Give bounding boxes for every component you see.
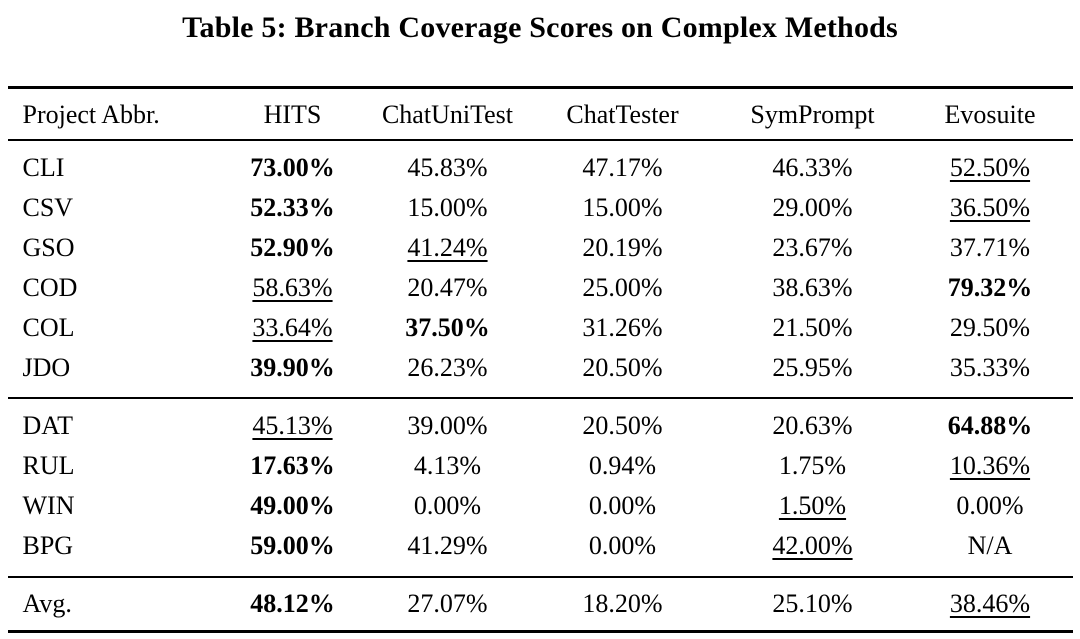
table-footer-avg: Avg. 48.12% 27.07% 18.20% 25.10% 38.46%: [7, 576, 1073, 632]
column-header-evosuite: Evosuite: [907, 87, 1073, 141]
score-cell: 1.50%: [778, 491, 847, 520]
score-cell: 20.19%: [582, 233, 663, 262]
table-row-dat: DAT 45.13% 39.00% 20.50% 20.63% 64.88%: [8, 398, 1073, 446]
score-cell: 25.10%: [717, 576, 908, 632]
score-cell: 45.13%: [252, 411, 333, 440]
score-cell: 38.46%: [907, 576, 1073, 632]
score-cell: 64.88%: [947, 411, 1033, 440]
score-cell: 4.13%: [413, 451, 482, 480]
project-cell: GSO: [22, 233, 75, 262]
column-header-chattester: ChatTester: [527, 87, 718, 141]
score-cell: 79.32%: [947, 273, 1033, 302]
score-cell: 18.20%: [527, 576, 718, 632]
score-cell: N/A: [967, 531, 1013, 560]
table-group-2: DAT 45.13% 39.00% 20.50% 20.63% 64.88% R…: [8, 398, 1073, 577]
project-cell: CSV: [22, 193, 74, 222]
score-cell: 10.36%: [949, 451, 1031, 480]
table-row-csv: CSV 52.33% 15.00% 15.00% 29.00% 36.50%: [8, 188, 1073, 228]
score-cell: 20.63%: [772, 411, 853, 440]
score-cell: 0.00%: [413, 491, 482, 520]
score-cell: 27.07%: [367, 576, 528, 632]
score-cell: 26.23%: [367, 348, 528, 399]
table-row-win: WIN 49.00% 0.00% 0.00% 1.50% 0.00%: [8, 486, 1073, 526]
score-cell: 39.90%: [217, 348, 368, 399]
score-cell: 0.00%: [588, 491, 657, 520]
score-cell: 41.24%: [407, 233, 488, 262]
score-cell: 20.50%: [527, 348, 718, 399]
table-row-cli: CLI 73.00% 45.83% 47.17% 46.33% 52.50%: [8, 140, 1073, 188]
project-cell: DAT: [22, 411, 74, 440]
branch-coverage-table: Project Abbr. HITS ChatUniTest ChatTeste…: [7, 86, 1073, 633]
score-cell: 0.00%: [956, 491, 1024, 520]
project-cell: COD: [22, 273, 78, 302]
table-row-cod: COD 58.63% 20.47% 25.00% 38.63% 79.32%: [8, 268, 1073, 308]
table-row-bpg: BPG 59.00% 41.29% 0.00% 42.00% N/A: [8, 526, 1073, 577]
score-cell: 17.63%: [250, 451, 335, 480]
score-cell: 29.50%: [949, 313, 1031, 342]
score-cell: 25.00%: [582, 273, 663, 302]
score-cell: 37.71%: [949, 233, 1031, 262]
column-header-symprompt: SymPrompt: [717, 87, 908, 141]
project-cell: CLI: [22, 153, 65, 182]
table-group-1: CLI 73.00% 45.83% 47.17% 46.33% 52.50% C…: [7, 140, 1073, 399]
score-cell: 15.00%: [582, 193, 663, 222]
column-header-chatunitest: ChatUniTest: [367, 87, 528, 141]
score-cell: 36.50%: [949, 193, 1031, 222]
table-row-rul: RUL 17.63% 4.13% 0.94% 1.75% 10.36%: [8, 446, 1073, 486]
score-cell: 25.95%: [717, 348, 908, 399]
score-cell: 52.90%: [250, 233, 335, 262]
score-cell: 23.67%: [772, 233, 853, 262]
score-cell: 48.12%: [217, 576, 368, 632]
score-cell: 42.00%: [772, 531, 853, 560]
column-header-project-abbr: Project Abbr.: [7, 87, 218, 141]
score-cell: 49.00%: [250, 491, 335, 520]
table-row-gso: GSO 52.90% 41.24% 20.19% 23.67% 37.71%: [8, 228, 1073, 268]
project-cell: WIN: [22, 491, 75, 520]
score-cell: 39.00%: [407, 411, 488, 440]
score-cell: 33.64%: [252, 313, 333, 342]
table-row-avg: Avg. 48.12% 27.07% 18.20% 25.10% 38.46%: [7, 576, 1073, 632]
header-row: Project Abbr. HITS ChatUniTest ChatTeste…: [7, 87, 1073, 141]
score-cell: 31.26%: [582, 313, 663, 342]
project-cell: RUL: [22, 451, 75, 480]
score-cell: 0.94%: [588, 451, 657, 480]
table-header: Project Abbr. HITS ChatUniTest ChatTeste…: [7, 87, 1073, 141]
score-cell: 20.50%: [582, 411, 663, 440]
column-header-hits: HITS: [217, 87, 368, 141]
score-cell: 20.47%: [407, 273, 488, 302]
score-cell: 15.00%: [407, 193, 488, 222]
score-cell: 58.63%: [252, 273, 333, 302]
project-cell: BPG: [22, 531, 74, 560]
score-cell: 1.75%: [778, 451, 847, 480]
table-row-jdo: JDO 39.90% 26.23% 20.50% 25.95% 35.33%: [7, 348, 1073, 399]
score-cell: 52.33%: [250, 193, 335, 222]
score-cell: 45.83%: [407, 153, 488, 182]
score-cell: 0.00%: [588, 531, 657, 560]
score-cell: 21.50%: [772, 313, 853, 342]
score-cell: 38.63%: [772, 273, 853, 302]
score-cell: 35.33%: [907, 348, 1073, 399]
score-cell: 47.17%: [582, 153, 663, 182]
table-row-col: COL 33.64% 37.50% 31.26% 21.50% 29.50%: [8, 308, 1073, 348]
score-cell: 59.00%: [250, 531, 335, 560]
project-cell: JDO: [7, 348, 218, 399]
score-cell: 37.50%: [405, 313, 490, 342]
score-cell: 41.29%: [407, 531, 488, 560]
project-cell: Avg.: [7, 576, 218, 632]
score-cell: 52.50%: [949, 153, 1031, 182]
project-cell: COL: [22, 313, 75, 342]
score-cell: 73.00%: [250, 153, 335, 182]
table-caption: Table 5: Branch Coverage Scores on Compl…: [182, 11, 898, 44]
score-cell: 29.00%: [772, 193, 853, 222]
score-cell: 46.33%: [772, 153, 853, 182]
